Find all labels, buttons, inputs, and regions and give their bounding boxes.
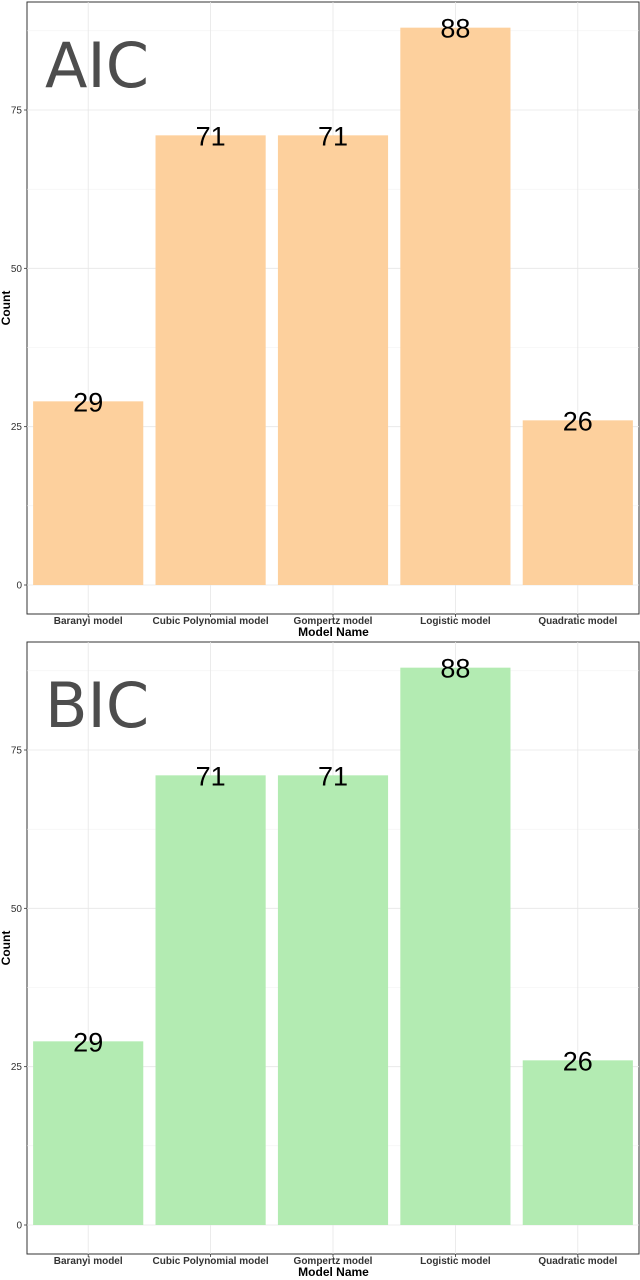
bic-chart-title: BIC xyxy=(45,669,149,742)
aic-x-tick-label: Logistic model xyxy=(420,616,491,627)
aic-bar-label: 29 xyxy=(73,387,103,417)
aic-x-tick-label: Baranyi model xyxy=(54,616,123,627)
bic-bar-label: 88 xyxy=(440,654,470,684)
aic-y-axis-title: Count xyxy=(0,291,13,326)
aic-y-tick-label: 25 xyxy=(11,422,23,433)
aic-bar xyxy=(33,401,144,585)
aic-bar-label: 26 xyxy=(563,406,593,436)
aic-chart: 29 71 71 88 26 0 25 50 75 Baranyi model Cubic Poly… xyxy=(0,1,640,639)
bic-chart: 29 71 71 88 26 0 25 50 75 Baranyi model Cubic Poly… xyxy=(0,641,640,1279)
bic-bar xyxy=(277,775,389,1225)
bic-x-tick-label: Gompertz model xyxy=(294,1256,373,1267)
bic-bar xyxy=(522,1060,633,1225)
bic-x-axis-title: Model Name xyxy=(298,1265,369,1279)
bic-y-tick-label: 50 xyxy=(11,904,23,915)
bic-bar-label: 29 xyxy=(73,1027,103,1057)
aic-bar xyxy=(277,135,389,586)
aic-chart-title: AIC xyxy=(45,29,149,102)
aic-x-tick-label: Gompertz model xyxy=(294,616,373,627)
aic-y-tick-label: 50 xyxy=(11,264,23,275)
aic-bar xyxy=(155,135,266,586)
bic-x-tick-label: Quadratic model xyxy=(538,1256,617,1267)
aic-bar-label: 71 xyxy=(318,121,348,151)
bic-bar xyxy=(33,1041,144,1225)
aic-x-tick-label: Quadratic model xyxy=(538,616,617,627)
aic-bar-label: 71 xyxy=(196,121,226,151)
bic-x-tick-label: Baranyi model xyxy=(54,1256,123,1267)
bic-bar xyxy=(400,667,511,1225)
aic-bar xyxy=(400,27,511,585)
bic-x-tick-label: Logistic model xyxy=(420,1256,491,1267)
bic-y-tick-label: 25 xyxy=(11,1062,23,1073)
bic-bar-label: 71 xyxy=(196,761,226,791)
aic-bar-label: 88 xyxy=(440,14,470,44)
bic-y-axis-title: Count xyxy=(0,931,13,966)
aic-y-tick-label: 75 xyxy=(11,106,23,117)
bic-y-tick-label: 75 xyxy=(11,746,23,757)
aic-bar xyxy=(522,420,633,585)
bic-x-tick-label: Cubic Polynomial model xyxy=(153,1256,269,1267)
bic-bar-label: 26 xyxy=(563,1046,593,1076)
aic-x-axis-title: Model Name xyxy=(298,625,369,639)
bic-bar-label: 71 xyxy=(318,761,348,791)
aic-y-tick-label: 0 xyxy=(16,581,22,592)
bic-y-tick-label: 0 xyxy=(16,1221,22,1232)
bic-bar xyxy=(155,775,266,1225)
aic-x-tick-label: Cubic Polynomial model xyxy=(153,616,269,627)
